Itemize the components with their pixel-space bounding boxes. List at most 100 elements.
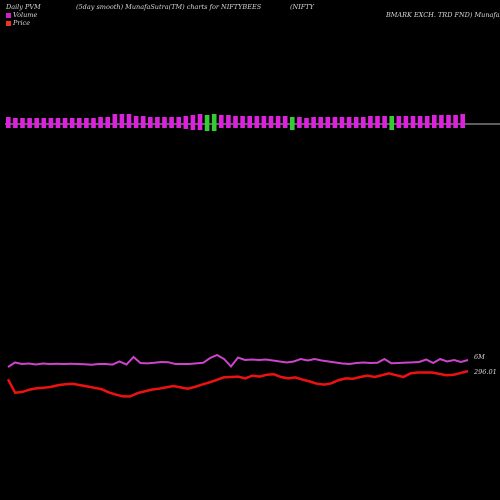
volume-bar-lower: [382, 124, 387, 128]
volume-bar-lower: [190, 124, 196, 130]
volume-bar-lower: [396, 124, 402, 128]
volume-bar: [268, 116, 274, 124]
volume-bar-lower: [204, 124, 210, 131]
volume-bar: [233, 116, 238, 124]
volume-bar: [13, 118, 18, 124]
volume-bar-lower: [346, 124, 352, 128]
volume-bar: [197, 114, 203, 124]
price-end-label: 296.01: [474, 368, 497, 376]
legend-price: Price: [6, 19, 30, 27]
volume-bar-lower: [91, 124, 96, 128]
volume-bar-lower: [133, 124, 139, 128]
volume-bar: [346, 117, 352, 124]
volume-bar: [219, 115, 224, 124]
volume-bar: [162, 117, 167, 124]
volume-bar-lower: [318, 124, 323, 128]
volume-bar-lower: [119, 124, 125, 128]
volume-bar: [34, 118, 39, 124]
volume-bar-lower: [332, 124, 338, 128]
volume-bar: [424, 116, 430, 124]
volume-bar-lower: [197, 124, 203, 130]
volume-bar: [183, 116, 189, 124]
volume-bar: [382, 116, 387, 124]
volume-bar: [304, 118, 309, 124]
volume-bar-lower: [410, 124, 416, 128]
volume-bar-lower: [439, 124, 444, 128]
volume-bar-lower: [275, 124, 281, 128]
volume-bar: [282, 116, 288, 124]
volume-bar-lower: [311, 124, 316, 128]
volume-bar-lower: [261, 124, 267, 128]
volume-bar: [176, 117, 181, 124]
volume-bar-lower: [297, 124, 302, 128]
legend-price-label: Price: [13, 19, 31, 27]
volume-bar: [69, 118, 75, 124]
price-line: [6, 369, 469, 398]
volume-bar: [20, 118, 25, 124]
volume-line: [7, 353, 469, 369]
volume-bar: [6, 117, 11, 124]
volume-bar-lower: [325, 124, 331, 128]
volume-bar-lower: [453, 124, 458, 128]
volume-bar-lower: [432, 124, 437, 128]
volume-bar-lower: [34, 124, 39, 128]
volume-bar-lower: [27, 124, 32, 128]
volume-bar-lower: [126, 124, 132, 128]
volume-bar: [339, 117, 345, 124]
volume-bar-lower: [233, 124, 238, 128]
volume-bar: [432, 115, 437, 124]
volume-bar-lower: [304, 124, 309, 128]
volume-bar: [275, 116, 281, 124]
volume-bar-lower: [361, 124, 366, 128]
chart-title-main: (5day smooth) MunafaSutra(TM) charts for…: [76, 3, 262, 11]
volume-bar: [368, 116, 373, 124]
volume-bar: [261, 116, 267, 124]
volume-bar: [190, 115, 196, 124]
volume-bar: [84, 118, 89, 124]
volume-bar-lower: [446, 124, 451, 128]
volume-bar: [148, 117, 153, 124]
volume-bar: [389, 116, 394, 124]
volume-bar-lower: [6, 124, 11, 128]
volume-bar-lower: [417, 124, 423, 128]
volume-bar: [204, 115, 210, 124]
volume-bar-lower: [84, 124, 89, 128]
volume-bar-lower: [211, 124, 217, 131]
volume-bar: [403, 116, 409, 124]
volume-bar: [62, 118, 68, 124]
volume-bar-lower: [368, 124, 373, 128]
volume-bar-lower: [48, 124, 54, 128]
volume-bar: [169, 117, 174, 124]
legend-volume: Volume: [6, 11, 37, 19]
volume-bar: [105, 117, 110, 124]
volume-bar-lower: [183, 124, 189, 129]
volume-bar: [332, 117, 338, 124]
volume-bar: [396, 116, 402, 124]
volume-bar-lower: [55, 124, 61, 128]
volume-bar: [119, 114, 125, 124]
volume-bar: [155, 117, 160, 124]
legend-volume-swatch: [6, 12, 11, 18]
volume-bar-lower: [389, 124, 394, 130]
volume-bar: [41, 118, 47, 124]
volume-bar: [211, 114, 217, 124]
volume-bar: [318, 117, 323, 124]
volume-bar: [375, 116, 380, 124]
volume-bar: [439, 115, 444, 124]
volume-bar-lower: [226, 124, 231, 128]
volume-bar: [240, 116, 245, 124]
volume-bar-lower: [98, 124, 103, 128]
volume-bar-lower: [254, 124, 260, 128]
volume-bar-lower: [339, 124, 345, 128]
volume-bar-lower: [41, 124, 47, 128]
volume-bar-lower: [155, 124, 160, 128]
volume-bar: [254, 116, 260, 124]
volume-bar: [98, 117, 103, 124]
volume-bar-lower: [176, 124, 181, 128]
volume-bar-lower: [77, 124, 82, 128]
volume-end-label: 6M: [474, 353, 485, 361]
volume-bar: [417, 116, 423, 124]
volume-bar-lower: [282, 124, 288, 128]
volume-bar-lower: [403, 124, 409, 128]
